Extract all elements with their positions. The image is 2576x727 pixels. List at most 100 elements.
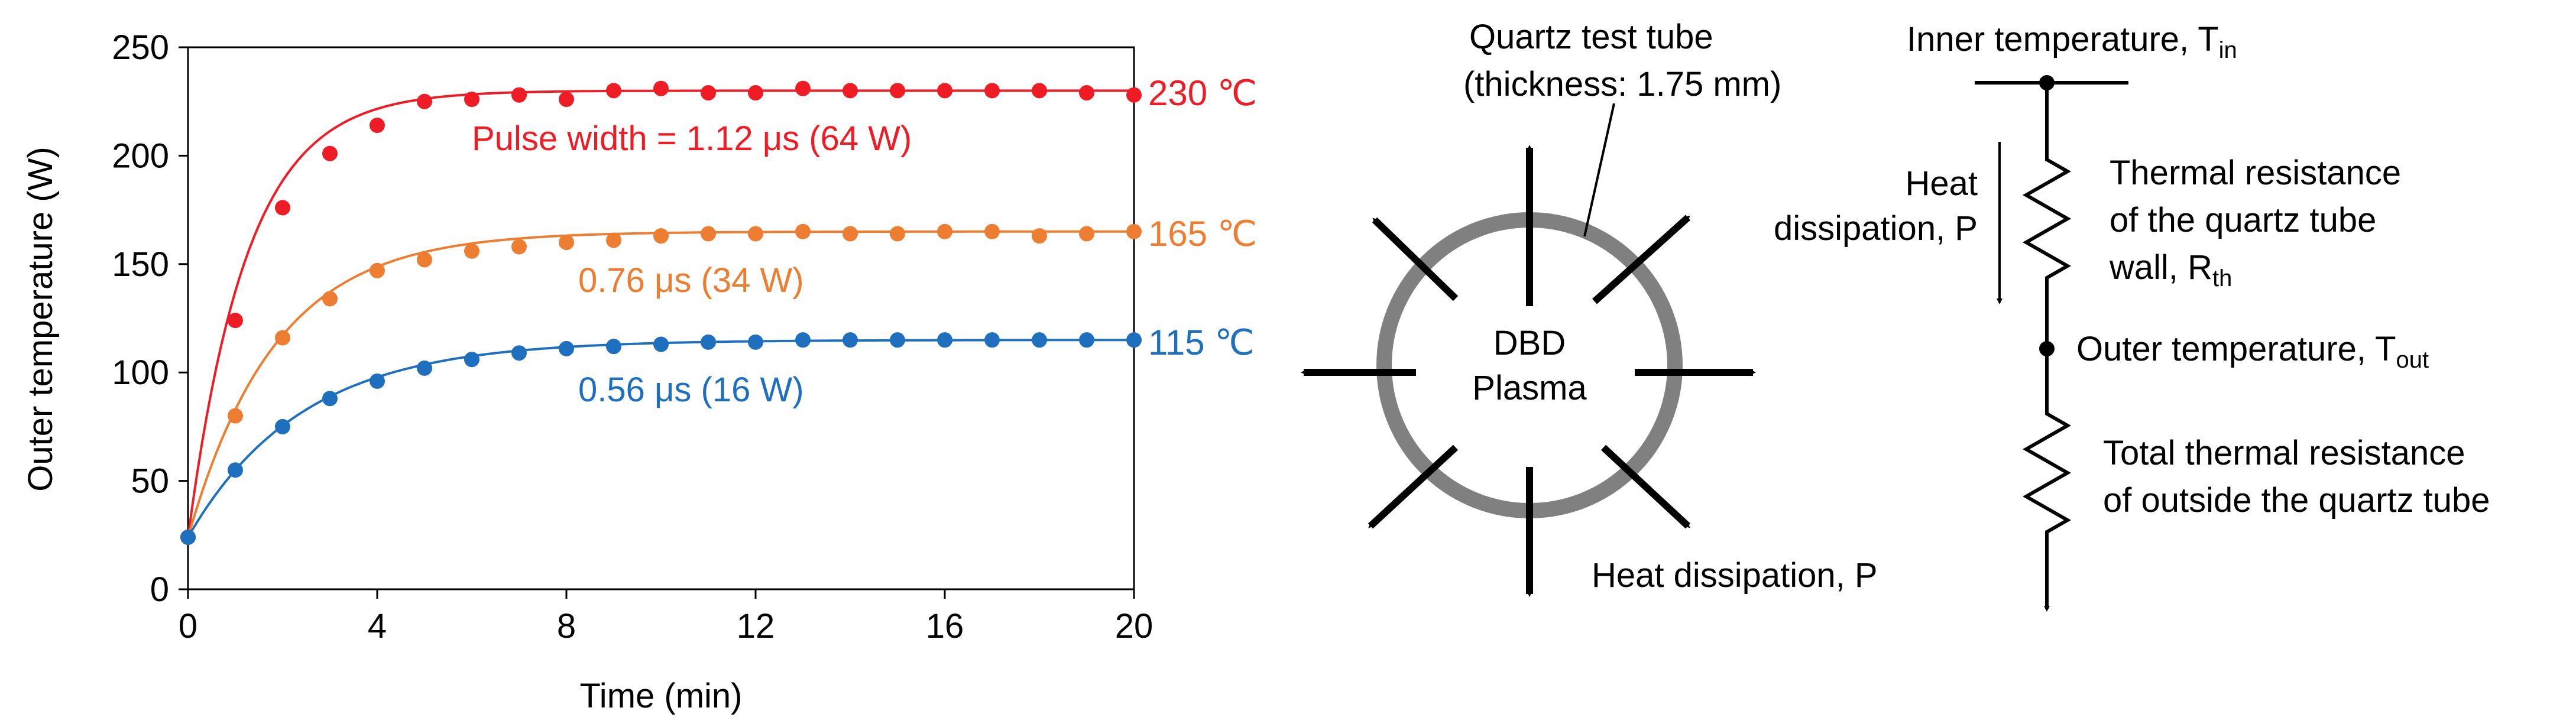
data-point xyxy=(180,529,196,545)
data-point xyxy=(653,336,669,352)
data-point xyxy=(228,462,243,478)
wall-resistor xyxy=(2022,83,2072,349)
plasma-label-line1: DBD xyxy=(1493,324,1566,362)
data-point xyxy=(1126,223,1142,239)
outside-resistor xyxy=(2022,349,2072,594)
end-label-red: 230 ℃ xyxy=(1148,73,1257,113)
data-point xyxy=(464,92,479,108)
rth-label-line2: of the quartz tube xyxy=(2110,201,2376,239)
x-tick-label: 16 xyxy=(926,607,964,645)
data-point xyxy=(748,226,763,242)
data-point xyxy=(843,83,858,99)
data-point xyxy=(653,228,669,244)
y-tick-label: 0 xyxy=(150,570,169,609)
total-label-line1: Total thermal resistance xyxy=(2103,434,2465,472)
series-label-blue: 0.56 μs (16 W) xyxy=(578,371,804,409)
data-point xyxy=(370,373,385,389)
data-point xyxy=(559,92,574,108)
arrow-down-left xyxy=(1368,444,1459,529)
arrow-up-right xyxy=(1592,215,1691,304)
data-point xyxy=(275,200,290,216)
inner-temp-label: Inner temperature, Tin xyxy=(1907,20,2237,63)
data-point xyxy=(890,226,905,242)
y-axis: 0 50 100 150 200 250 xyxy=(112,28,188,609)
data-point xyxy=(511,87,527,103)
total-label-line2: of outside the quartz tube xyxy=(2103,481,2490,520)
data-point xyxy=(701,226,716,242)
data-point xyxy=(322,391,338,407)
data-point xyxy=(511,345,527,361)
data-point xyxy=(653,80,669,96)
data-point xyxy=(701,334,716,350)
data-point xyxy=(417,93,432,109)
x-tick-label: 8 xyxy=(557,607,576,645)
data-point xyxy=(275,418,290,434)
data-point xyxy=(1032,228,1047,244)
tube-label-line1: Quartz test tube xyxy=(1469,18,1713,56)
data-point xyxy=(1079,332,1094,348)
tube-label-leader xyxy=(1583,103,1615,237)
data-point xyxy=(843,332,858,348)
y-tick-label: 200 xyxy=(112,137,169,175)
data-point xyxy=(937,332,952,348)
data-point xyxy=(370,118,385,134)
data-point xyxy=(795,332,811,348)
data-point xyxy=(559,340,574,356)
plot-frame xyxy=(187,46,1135,590)
data-point xyxy=(1126,87,1142,103)
data-point xyxy=(890,83,905,99)
data-point xyxy=(606,83,621,99)
heat-label-line2: dissipation, P xyxy=(1774,209,1978,248)
x-axis-label: Time (min) xyxy=(580,677,743,715)
tube-label-line2: (thickness: 1.75 mm) xyxy=(1463,65,1781,103)
data-point xyxy=(701,85,716,101)
fit-curve-2 xyxy=(187,339,1134,538)
data-point xyxy=(1079,85,1094,101)
data-point xyxy=(1126,332,1142,348)
end-label-blue: 115 ℃ xyxy=(1148,323,1255,362)
data-point xyxy=(417,360,432,376)
data-point xyxy=(322,145,338,161)
rth-label-line1: Thermal resistance xyxy=(2110,154,2401,192)
y-tick-label: 50 xyxy=(131,462,169,501)
data-point xyxy=(606,232,621,248)
x-axis: 0 4 8 12 16 20 xyxy=(179,589,1153,645)
data-point xyxy=(748,334,763,350)
data-point xyxy=(370,262,385,278)
data-point xyxy=(984,332,1000,348)
data-point xyxy=(984,223,1000,239)
data-point xyxy=(464,243,479,259)
data-point xyxy=(228,408,243,424)
data-point xyxy=(890,332,905,348)
data-point xyxy=(795,223,811,239)
y-tick-label: 100 xyxy=(112,353,169,392)
data-point xyxy=(464,352,479,368)
data-point xyxy=(843,226,858,242)
data-point xyxy=(559,235,574,251)
x-tick-label: 4 xyxy=(368,607,387,645)
data-point xyxy=(795,80,811,96)
quartz-tube-diagram: Quartz test tube (thickness: 1.75 mm) DB… xyxy=(1301,18,1878,597)
plasma-label-line2: Plasma xyxy=(1472,369,1587,407)
x-tick-label: 12 xyxy=(737,607,775,645)
outer-temp-label: Outer temperature, Tout xyxy=(2076,330,2429,373)
data-point xyxy=(937,223,952,239)
series-label-red: Pulse width = 1.12 μs (64 W) xyxy=(472,119,912,158)
y-tick-label: 250 xyxy=(112,28,169,67)
data-point xyxy=(937,83,952,99)
arrow-down-right xyxy=(1600,444,1691,529)
heat-label-line1: Heat xyxy=(1905,164,1978,203)
rth-label-line3: wall, Rth xyxy=(2109,248,2232,291)
data-point xyxy=(1032,83,1047,99)
data-point xyxy=(417,252,432,268)
data-point xyxy=(1032,332,1047,348)
arrow-up-left xyxy=(1372,217,1459,301)
data-point xyxy=(511,239,527,255)
data-point xyxy=(322,291,338,307)
y-tick-label: 150 xyxy=(112,245,169,284)
x-tick-label: 0 xyxy=(179,607,197,645)
data-points xyxy=(180,80,1142,545)
data-point xyxy=(606,339,621,355)
data-point xyxy=(1079,226,1094,242)
data-point xyxy=(275,330,290,346)
